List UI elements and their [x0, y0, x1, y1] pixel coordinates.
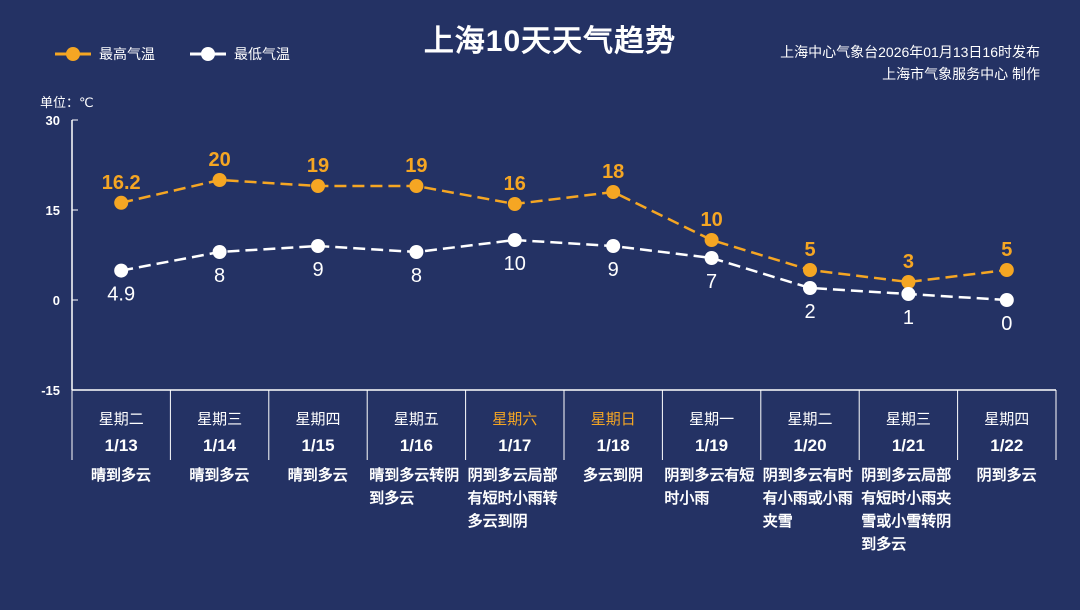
date-label: 1/15: [301, 436, 335, 455]
weather-description: 晴到多云: [189, 467, 250, 484]
high-temp-line: [120, 178, 1007, 284]
low-temp-label: 2: [804, 301, 815, 323]
high-temp-point: [409, 179, 424, 193]
high-temp-point: [311, 179, 325, 193]
publisher-line2: 上海市气象服务中心 制作: [882, 66, 1040, 82]
low-temp-label: 8: [214, 265, 225, 287]
low-temp-point: [507, 233, 522, 247]
date-label: 1/18: [596, 436, 630, 455]
legend-high-label: 最高气温: [99, 46, 155, 62]
weekday-label: 星期四: [984, 411, 1030, 428]
weather-description: 阴到多云有短时小雨: [664, 467, 755, 507]
low-temp-label: 9: [608, 259, 619, 281]
weather-description: 阴到多云: [976, 467, 1037, 484]
low-temp-point: [409, 245, 424, 259]
low-temp-label: 0: [1001, 313, 1012, 335]
high-temp-label: 19: [405, 155, 427, 177]
high-temp-label: 5: [1001, 239, 1012, 261]
high-temp-point: [606, 185, 621, 199]
weather-description: 阴到多云局部有短时小雨转多云到阴: [467, 467, 558, 530]
date-label: 1/13: [104, 436, 138, 455]
weekday-label: 星期日: [590, 411, 636, 428]
high-temp-label: 16.2: [102, 172, 141, 194]
date-label: 1/14: [203, 436, 237, 455]
high-temp-label: 19: [307, 155, 329, 177]
weekday-label: 星期二: [787, 411, 833, 428]
low-temp-point: [901, 287, 916, 301]
high-temp-point: [803, 263, 817, 277]
weekday-label: 星期五: [393, 411, 439, 428]
high-temp-label: 5: [804, 239, 815, 261]
high-temp-point: [507, 197, 522, 211]
low-temp-point: [704, 251, 719, 265]
y-tick-label: 30: [46, 113, 60, 128]
publisher-line1: 上海中心气象台2026年01月13日16时发布: [780, 44, 1040, 60]
low-temp-line: [120, 238, 1007, 302]
legend-low-label: 最低气温: [234, 46, 290, 62]
low-temp-point: [212, 245, 227, 259]
page-title: 上海10天天气趋势: [423, 25, 677, 58]
low-temp-point: [999, 293, 1014, 307]
low-temp-point: [311, 239, 325, 253]
date-label: 1/19: [695, 436, 729, 455]
weather-description: 晴到多云转阴到多云: [369, 467, 460, 507]
date-label: 1/16: [399, 436, 433, 455]
unit-label: 单位：℃: [40, 95, 94, 110]
legend-low: 最低气温: [190, 44, 290, 64]
low-temp-label: 10: [504, 253, 526, 275]
y-tick-label: 0: [53, 293, 60, 308]
weather-description: 阴到多云有时有小雨或小雨夹雪: [762, 467, 853, 530]
legend-high-marker-icon: [55, 47, 91, 61]
high-temp-point: [999, 263, 1014, 277]
low-temp-point: [114, 263, 129, 278]
weather-description: 晴到多云: [287, 467, 348, 484]
high-temp-point: [704, 233, 719, 247]
high-temp-label: 10: [700, 209, 722, 231]
y-tick-label: -15: [41, 383, 60, 398]
weekday-label: 星期三: [197, 411, 243, 428]
legend-high: 最高气温: [55, 44, 155, 64]
weekday-label: 星期二: [98, 411, 144, 428]
date-label: 1/22: [990, 436, 1024, 455]
low-temp-label: 7: [706, 271, 717, 293]
weekday-label: 星期三: [885, 411, 931, 428]
high-temp-label: 18: [602, 161, 624, 183]
weekday-label: 星期一: [689, 411, 735, 428]
weekday-label: 星期四: [295, 411, 341, 428]
weekday-label: 星期六: [492, 411, 538, 428]
low-temp-point: [803, 281, 817, 295]
weather-description: 阴到多云局部有短时小雨夹雪或小雪转阴到多云: [861, 467, 952, 553]
date-label: 1/21: [891, 436, 925, 455]
weather-description: 晴到多云: [90, 467, 151, 484]
low-temp-label: 4.9: [107, 284, 135, 306]
y-tick-label: 15: [46, 203, 60, 218]
date-label: 1/20: [793, 436, 827, 455]
high-temp-label: 16: [504, 173, 526, 195]
low-temp-label: 8: [411, 265, 422, 287]
high-temp-point: [212, 173, 227, 187]
low-temp-point: [606, 239, 621, 253]
low-temp-label: 9: [312, 259, 323, 281]
high-temp-point: [901, 275, 916, 289]
legend-low-marker-icon: [190, 47, 226, 61]
high-temp-label: 20: [208, 149, 230, 171]
low-temp-label: 1: [903, 307, 914, 329]
high-temp-label: 3: [903, 251, 914, 273]
high-temp-point: [114, 195, 129, 210]
weather-description: 多云到阴: [582, 467, 643, 484]
date-label: 1/17: [498, 436, 532, 455]
